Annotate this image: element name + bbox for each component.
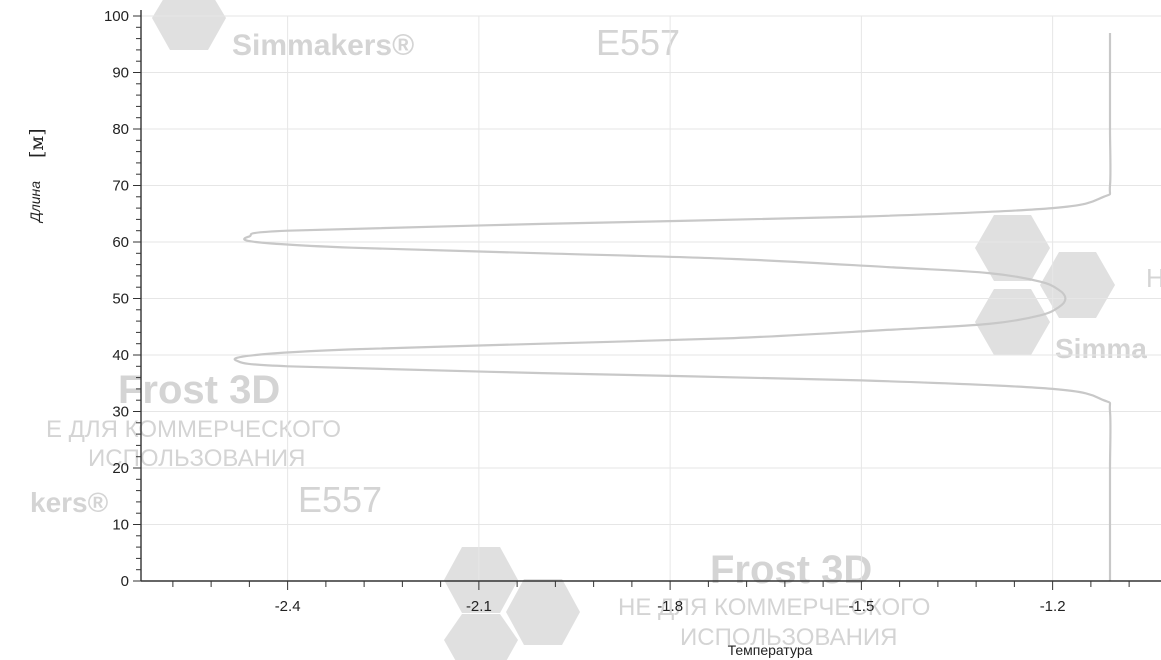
- y-tick-label: 80: [112, 121, 129, 138]
- y-axis-title: Длина: [27, 181, 43, 224]
- watermark-hexagon-icon: [444, 614, 518, 660]
- watermark-brand: Simmakers®: [232, 29, 414, 62]
- watermark-product: Frost 3D: [118, 368, 280, 412]
- y-axis-title-group: Длина [м]: [26, 128, 48, 224]
- series-line: [233, 33, 1112, 581]
- watermark-hexagon-icon: [975, 215, 1050, 281]
- y-tick-label: 40: [112, 347, 129, 364]
- y-tick-label: 30: [112, 404, 129, 421]
- y-tick-label: 50: [112, 291, 129, 308]
- y-tick-label: 20: [112, 460, 129, 477]
- watermark-hexagon-icon: [444, 547, 518, 613]
- watermark-product-bottom: Frost 3D: [710, 548, 872, 592]
- y-tick-label: 10: [112, 517, 129, 534]
- watermark-code: E557: [596, 22, 680, 63]
- grid-lines: [141, 15, 1161, 581]
- watermark-layer: Simmakers® E557 Н Simma Frost 3D Е ДЛЯ К…: [30, 0, 1161, 660]
- x-tick-label: -2.1: [466, 598, 492, 615]
- series-layer: [233, 33, 1112, 581]
- x-axis-title: Температура: [728, 642, 813, 658]
- axes: 0 10 20 30 40 50 60 70 80 90 100 -2.4 -2.1 -1.8 -1.5 -1…: [104, 8, 1161, 615]
- x-tick-label: -1.8: [657, 598, 683, 615]
- watermark-hexagon-icon: [506, 579, 580, 645]
- y-tick-label: 60: [112, 234, 129, 251]
- watermark-letter: Н: [1146, 263, 1161, 293]
- watermark-code-left: E557: [298, 479, 382, 520]
- watermark-hexagon-icon: [1040, 252, 1115, 318]
- x-tick-label: -2.4: [275, 598, 301, 615]
- watermark-notice-line1: Е ДЛЯ КОММЕРЧЕСКОГО: [46, 416, 341, 443]
- watermark-brand-left: kers®: [30, 487, 109, 518]
- watermark-hexagon-icon: [152, 0, 226, 50]
- x-tick-label: -1.2: [1040, 598, 1066, 615]
- watermark-brand-right: Simma: [1055, 333, 1147, 364]
- y-tick-label: 0: [121, 573, 129, 590]
- watermark-notice-bottom-line1: НЕ ДЛЯ КОММЕРЧЕСКОГО: [618, 594, 930, 621]
- y-tick-label: 90: [112, 65, 129, 82]
- y-tick-label: 70: [112, 178, 129, 195]
- watermark-notice-bottom-line2: ИСПОЛЬЗОВАНИЯ: [680, 624, 898, 651]
- x-tick-label: -1.5: [848, 598, 874, 615]
- y-tick-label: 100: [104, 8, 129, 25]
- y-axis-unit: [м]: [26, 128, 48, 158]
